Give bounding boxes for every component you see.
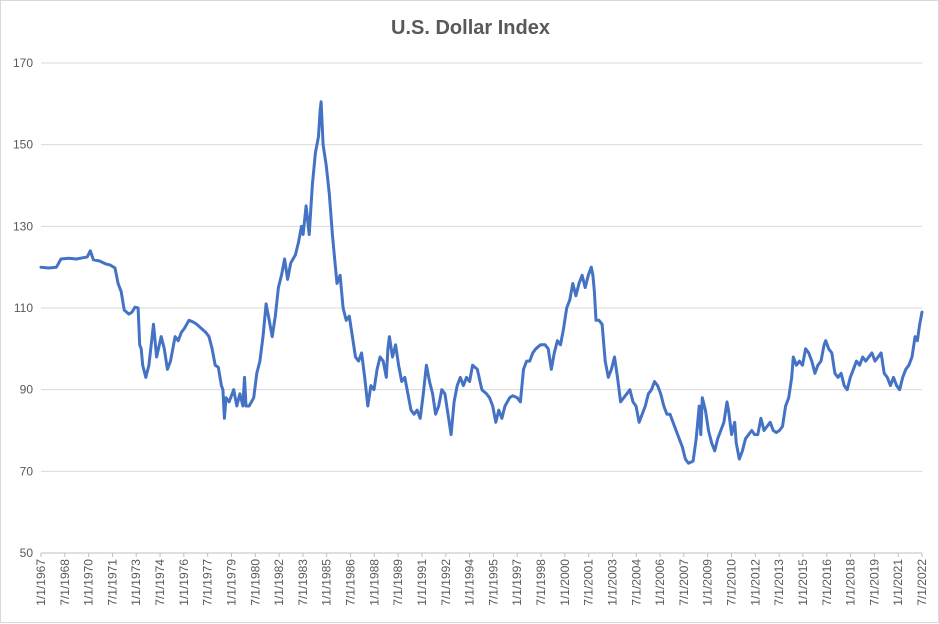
y-tick-label: 50 — [20, 546, 34, 560]
x-tick-label: 1/1/2009 — [701, 559, 715, 606]
x-tick-label: 1/1/2018 — [844, 559, 858, 606]
x-tick-label: 1/1/1985 — [320, 559, 334, 606]
x-tick-label: 1/1/1976 — [177, 559, 191, 606]
x-tick-label: 1/1/2021 — [891, 559, 905, 606]
x-tick-label: 7/1/1998 — [534, 559, 548, 606]
x-tick-label: 7/1/2013 — [772, 559, 786, 606]
x-tick-label: 7/1/1986 — [344, 559, 358, 606]
x-tick-label: 7/1/1989 — [391, 559, 405, 606]
x-tick-label: 1/1/1991 — [415, 559, 429, 606]
x-tick-label: 7/1/2016 — [820, 559, 834, 606]
x-tick-label: 7/1/1971 — [105, 559, 119, 606]
y-tick-label: 130 — [13, 219, 33, 233]
y-tick-label: 90 — [20, 383, 34, 397]
x-tick-label: 1/1/2015 — [796, 559, 810, 606]
x-tick-label: 1/1/2000 — [558, 559, 572, 606]
x-tick-label: 1/1/1988 — [367, 559, 381, 606]
chart-title: U.S. Dollar Index — [391, 17, 550, 39]
series-line — [39, 100, 924, 465]
x-tick-label: 7/1/2010 — [725, 559, 739, 606]
x-tick-label: 7/1/1983 — [296, 559, 310, 606]
x-tick-label: 1/1/2003 — [605, 559, 619, 606]
x-tick-label: 1/1/1997 — [510, 559, 524, 606]
x-tick-label: 7/1/2004 — [629, 559, 643, 606]
x-tick-label: 1/1/1967 — [34, 559, 48, 606]
x-tick-label: 1/1/2012 — [748, 559, 762, 606]
y-tick-label: 110 — [14, 301, 33, 315]
x-tick-label: 7/1/2007 — [677, 559, 691, 606]
x-tick-label: 1/1/1970 — [82, 559, 96, 606]
x-tick-label: 7/1/2022 — [915, 559, 929, 606]
x-tick-label: 1/1/1994 — [463, 559, 477, 606]
x-tick-label: 7/1/2001 — [582, 559, 596, 606]
y-tick-label: 150 — [13, 138, 33, 152]
x-tick-label: 1/1/1982 — [272, 559, 286, 606]
x-tick-label: 1/1/1979 — [224, 559, 238, 606]
y-tick-label: 70 — [20, 464, 34, 478]
x-tick-label: 7/1/1968 — [58, 559, 72, 606]
x-tick-label: 7/1/1977 — [201, 559, 215, 606]
x-tick-label: 7/1/1980 — [248, 559, 262, 606]
x-tick-label: 7/1/1992 — [439, 559, 453, 606]
x-tick-label: 7/1/1995 — [486, 559, 500, 606]
x-tick-label: 7/1/1974 — [153, 559, 167, 606]
x-tick-label: 1/1/1973 — [129, 559, 143, 606]
x-tick-label: 1/1/2006 — [653, 559, 667, 606]
x-tick-label: 7/1/2019 — [867, 559, 881, 606]
y-tick-label: 170 — [13, 56, 33, 70]
